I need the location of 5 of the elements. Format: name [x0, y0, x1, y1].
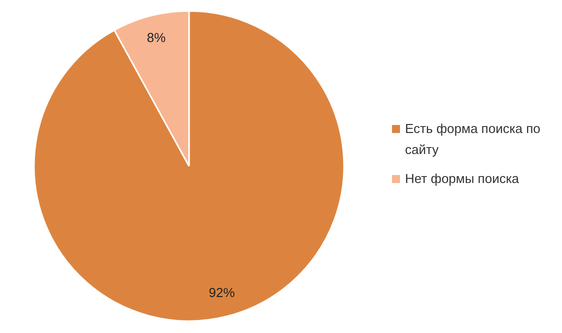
pie-slice [33, 10, 345, 322]
legend-label: Есть форма поиска по сайту [405, 121, 540, 157]
data-label: 92% [208, 285, 236, 300]
legend-label: Нет формы поиска [405, 171, 520, 186]
data-label: 8% [146, 30, 166, 45]
